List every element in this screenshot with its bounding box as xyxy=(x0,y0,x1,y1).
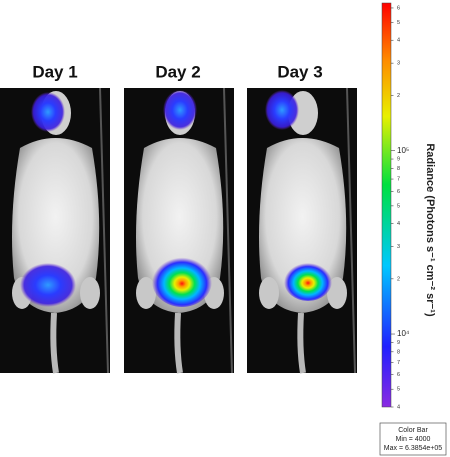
tick-label: 6 xyxy=(397,5,400,11)
tick-label: 5 xyxy=(397,20,400,26)
tick-label: 8 xyxy=(397,166,400,172)
tick-label: 4 xyxy=(397,38,400,44)
tick-label: 4 xyxy=(397,221,400,227)
tick-label: 7 xyxy=(397,360,400,366)
box-line: Max = 6.3854e+05 xyxy=(384,445,442,452)
colorbar-label: Radiance (Photons s⁻¹ cm⁻² sr⁻¹) xyxy=(424,143,436,317)
panel: Day 2 xyxy=(124,62,234,373)
panel: Day 3 xyxy=(247,62,357,373)
tick-label: 8 xyxy=(397,349,400,355)
box-line: Color Bar xyxy=(398,427,428,434)
panel-title: Day 3 xyxy=(277,62,322,81)
panel-title: Day 1 xyxy=(32,62,77,81)
tick-label: 7 xyxy=(397,177,400,183)
tick-label: 5 xyxy=(397,387,400,393)
tick-label: 3 xyxy=(397,244,400,250)
tick-label: 3 xyxy=(397,61,400,67)
tick-label: 4 xyxy=(397,404,400,410)
tick-label: 5 xyxy=(397,203,400,209)
colorbar xyxy=(381,2,392,408)
box-line: Min = 4000 xyxy=(396,436,431,443)
tick-label: 6 xyxy=(397,372,400,378)
tick-label: 9 xyxy=(397,340,400,346)
tick-label: 9 xyxy=(397,156,400,162)
tick-label: 6 xyxy=(397,189,400,195)
colorbar-box xyxy=(379,422,447,456)
panel-title: Day 2 xyxy=(155,62,200,81)
panel: Day 1 xyxy=(0,62,110,373)
tick-label: 2 xyxy=(397,93,400,99)
tick-label: 10⁴ xyxy=(397,329,410,338)
tick-label: 2 xyxy=(397,276,400,282)
tick-label: 10⁵ xyxy=(397,146,409,155)
